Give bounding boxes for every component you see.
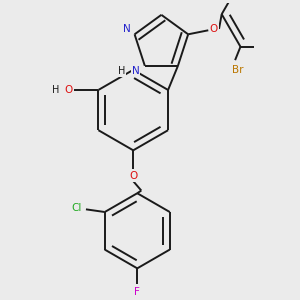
Text: Cl: Cl <box>71 203 82 213</box>
Text: O: O <box>65 85 73 95</box>
Text: H: H <box>118 66 126 76</box>
Text: F: F <box>134 287 140 298</box>
Text: Br: Br <box>232 64 244 74</box>
Text: N: N <box>132 66 139 76</box>
Text: O: O <box>129 171 137 181</box>
Text: N: N <box>123 24 130 34</box>
Text: H: H <box>52 85 59 95</box>
Text: O: O <box>209 24 218 34</box>
